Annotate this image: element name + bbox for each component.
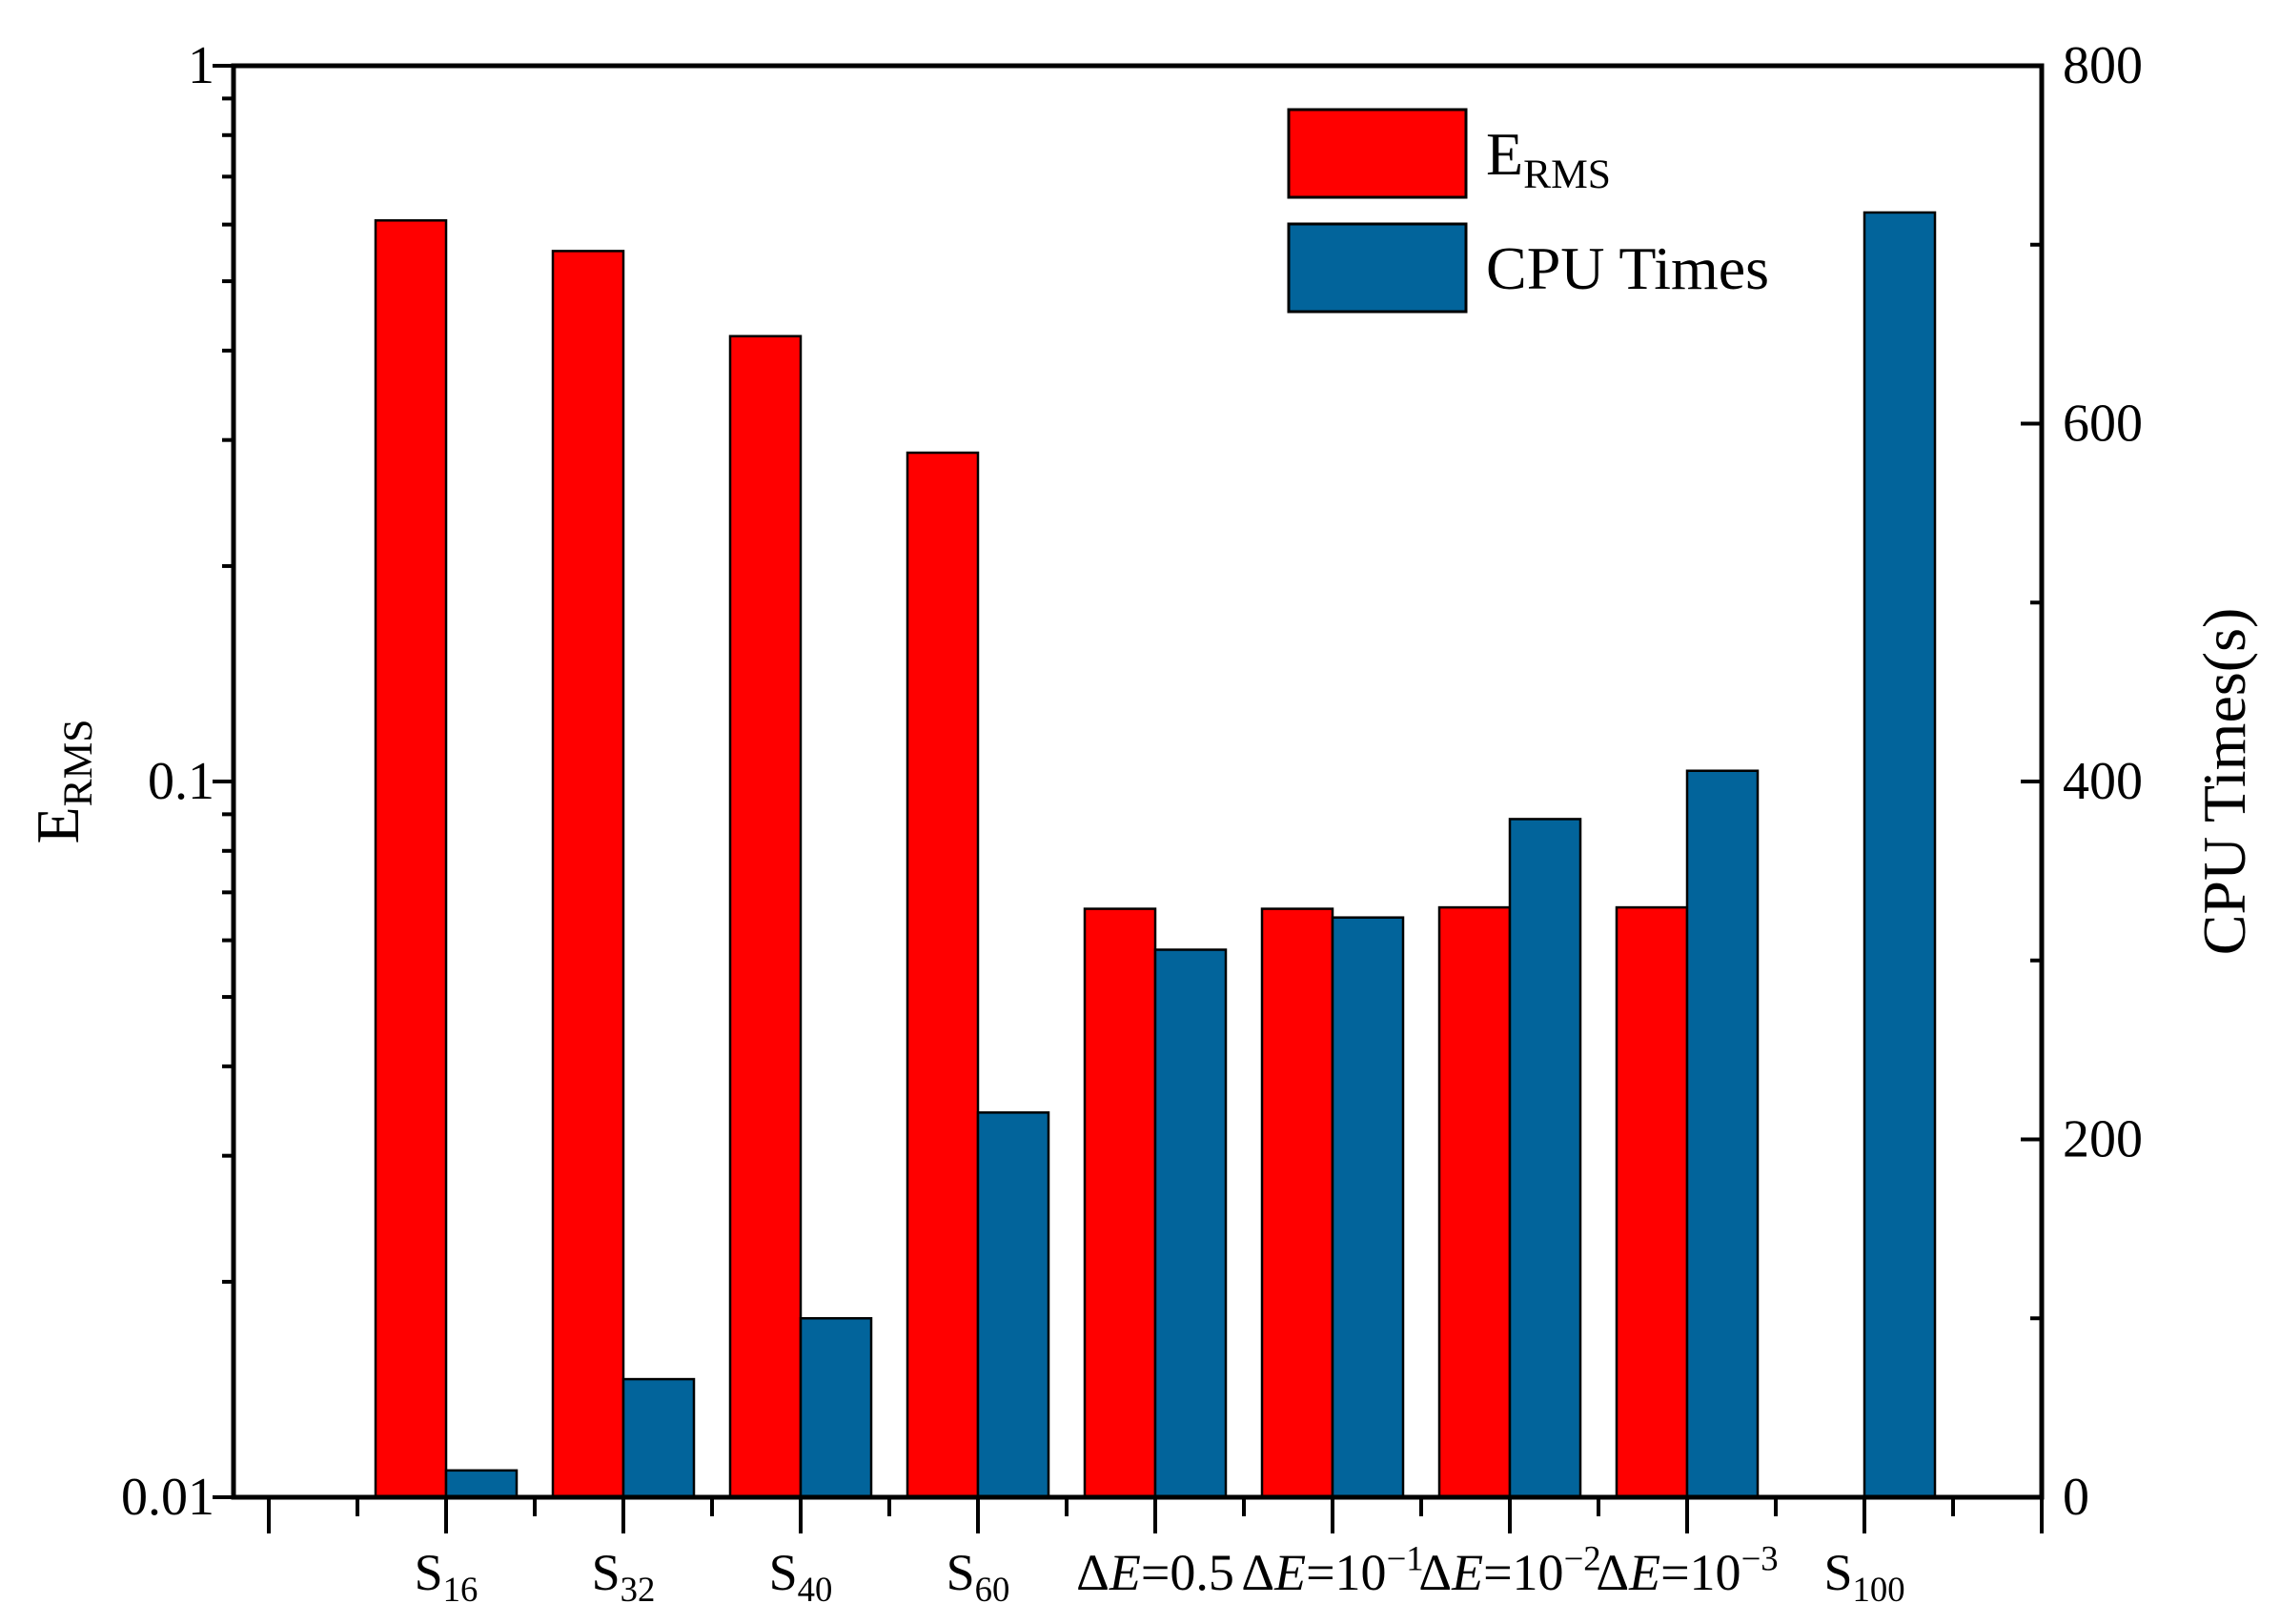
text-part: E bbox=[1451, 1544, 1483, 1601]
bars-group bbox=[374, 211, 1937, 1499]
subscript: 40 bbox=[798, 1570, 833, 1609]
legend-label-cpu: CPU Times bbox=[1486, 234, 1769, 302]
bar-erms-S60 bbox=[906, 451, 980, 1499]
text-part: E bbox=[1109, 1544, 1141, 1601]
text-part: Δ bbox=[1418, 1544, 1452, 1601]
bar-erms-dE1e-1 bbox=[1260, 907, 1334, 1499]
bar-erms-S16 bbox=[374, 219, 448, 1499]
bar-cpu-S32 bbox=[621, 1377, 696, 1499]
text-part: =10 bbox=[1483, 1544, 1563, 1601]
text-part: =10 bbox=[1306, 1544, 1386, 1601]
x-tick-label-S16: S16 bbox=[415, 1544, 478, 1609]
text-part: E bbox=[24, 806, 92, 843]
subscript: 32 bbox=[621, 1570, 656, 1609]
bar-erms-S32 bbox=[551, 250, 625, 1499]
legend-swatch-erms bbox=[1287, 108, 1468, 199]
bar-cpu-dE1e-3 bbox=[1685, 769, 1760, 1499]
x-tick-label-dE1e-2: ΔE=10−2 bbox=[1418, 1538, 1600, 1601]
subscript: 60 bbox=[975, 1570, 1010, 1609]
text-part: S bbox=[769, 1544, 798, 1601]
superscript: −1 bbox=[1387, 1538, 1424, 1577]
bar-cpu-S16 bbox=[444, 1469, 519, 1499]
left-tick-label: 0.1 bbox=[148, 752, 214, 811]
left-axis-title: ERMS bbox=[24, 719, 101, 843]
x-tick-label-S40: S40 bbox=[769, 1544, 833, 1609]
text-part: CPU Times bbox=[1486, 234, 1769, 302]
bar-erms-dE0.5 bbox=[1083, 907, 1157, 1499]
bar-cpu-S40 bbox=[799, 1317, 873, 1499]
bar-cpu-S100 bbox=[1863, 211, 1937, 1499]
subscript: 100 bbox=[1852, 1570, 1904, 1609]
text-part: E bbox=[1273, 1544, 1306, 1601]
text-part: Δ bbox=[1241, 1544, 1274, 1601]
x-tick-label-S32: S32 bbox=[592, 1544, 656, 1609]
right-tick-label: 200 bbox=[2063, 1110, 2143, 1169]
bar-erms-dE1e-3 bbox=[1615, 905, 1689, 1499]
right-tick-label: 600 bbox=[2063, 395, 2143, 454]
left-tick-label: 1 bbox=[188, 36, 214, 95]
x-tick-label-dE1e-1: ΔE=10−1 bbox=[1241, 1538, 1423, 1601]
text-part: E bbox=[1628, 1544, 1660, 1601]
subscript: RMS bbox=[55, 719, 101, 806]
text-part: S bbox=[947, 1544, 975, 1601]
bar-cpu-dE1e-1 bbox=[1331, 916, 1405, 1499]
bar-cpu-S60 bbox=[976, 1111, 1050, 1499]
text-part: S bbox=[592, 1544, 621, 1601]
x-tick-label-S100: S100 bbox=[1823, 1544, 1904, 1609]
text-part: =10 bbox=[1660, 1544, 1741, 1601]
text-part: =0.5 bbox=[1141, 1544, 1234, 1601]
superscript: −2 bbox=[1564, 1538, 1601, 1577]
right-tick-label: 800 bbox=[2063, 36, 2143, 95]
x-tick-label-S60: S60 bbox=[947, 1544, 1010, 1609]
x-tick-label-dE0.5: ΔE=0.5 bbox=[1076, 1544, 1234, 1601]
text-part: S bbox=[1823, 1544, 1852, 1601]
right-tick-label: 400 bbox=[2063, 752, 2143, 811]
axes-group: S16 S32 S40 S60 ΔE=0.5 ΔE=10−1ΔE=10−2ΔE=10−3 S… bbox=[24, 36, 2258, 1609]
subscript: RMS bbox=[1523, 152, 1611, 197]
bar-cpu-dE0.5 bbox=[1153, 948, 1228, 1499]
text-part: Δ bbox=[1076, 1544, 1109, 1601]
x-tick-label-dE1e-3: ΔE=10−3 bbox=[1596, 1538, 1778, 1601]
superscript: −3 bbox=[1741, 1538, 1779, 1577]
right-axis-title: CPU Times(s) bbox=[2190, 608, 2258, 956]
bar-erms-S40 bbox=[728, 335, 803, 1499]
left-tick-label: 0.01 bbox=[121, 1468, 214, 1527]
text-part: E bbox=[1486, 120, 1523, 188]
text-part: S bbox=[415, 1544, 443, 1601]
right-tick-label: 0 bbox=[2063, 1468, 2089, 1527]
bar-erms-dE1e-2 bbox=[1437, 905, 1512, 1499]
legend-swatch-cpu bbox=[1287, 222, 1468, 314]
legend-label-erms: ERMS bbox=[1486, 120, 1611, 197]
text-part: Δ bbox=[1596, 1544, 1629, 1601]
bar-cpu-dE1e-2 bbox=[1508, 818, 1582, 1499]
subscript: 16 bbox=[443, 1570, 478, 1609]
legend: ERMS CPU Times bbox=[1287, 108, 1769, 314]
